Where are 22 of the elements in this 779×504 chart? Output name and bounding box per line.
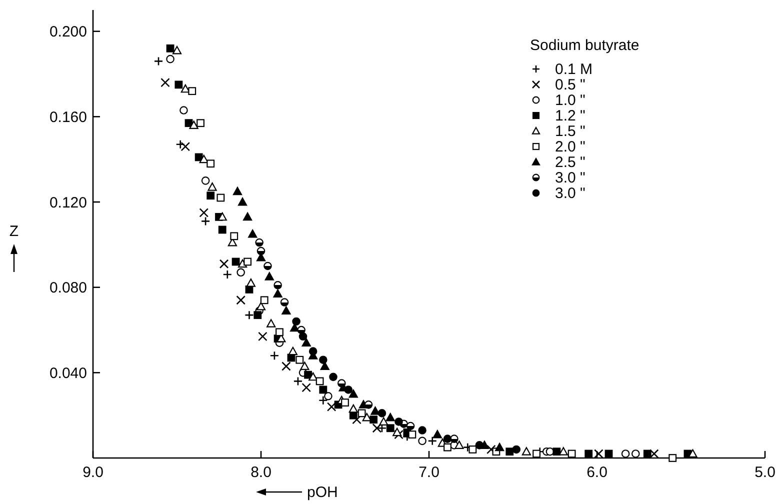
legend-label: 2.0 " [555,138,586,156]
y-tick-label: 0.040 [49,364,87,382]
legend-label: 1.2 " [555,108,586,124]
y-tick-label: 0.160 [49,108,87,126]
legend-label: 1.5 " [555,123,586,140]
legend-label: 0.1 M [555,61,593,78]
x-tick-label: 9.0 [82,464,104,481]
legend-label: 3.0 " [555,185,586,202]
x-tick-label: 5.0 [754,464,776,481]
y-tick-label: 0.200 [49,24,87,41]
x-axis-title: pOH [307,484,338,501]
y-axis-title: Z [9,223,19,240]
legend-label: 2.5 " [555,154,586,171]
legend-title: Sodium butyrate [530,37,640,54]
x-tick-label: 8.0 [250,464,272,481]
y-tick-label: 0.080 [49,280,87,297]
legend-label: 0.5 " [555,76,586,94]
x-tick-label: 7.0 [418,464,440,481]
legend-label: 3.0 " [555,170,586,186]
y-tick-label: 0.120 [49,194,87,212]
x-tick-label: 6.0 [586,464,608,481]
legend-label: 1.0 " [555,92,586,109]
